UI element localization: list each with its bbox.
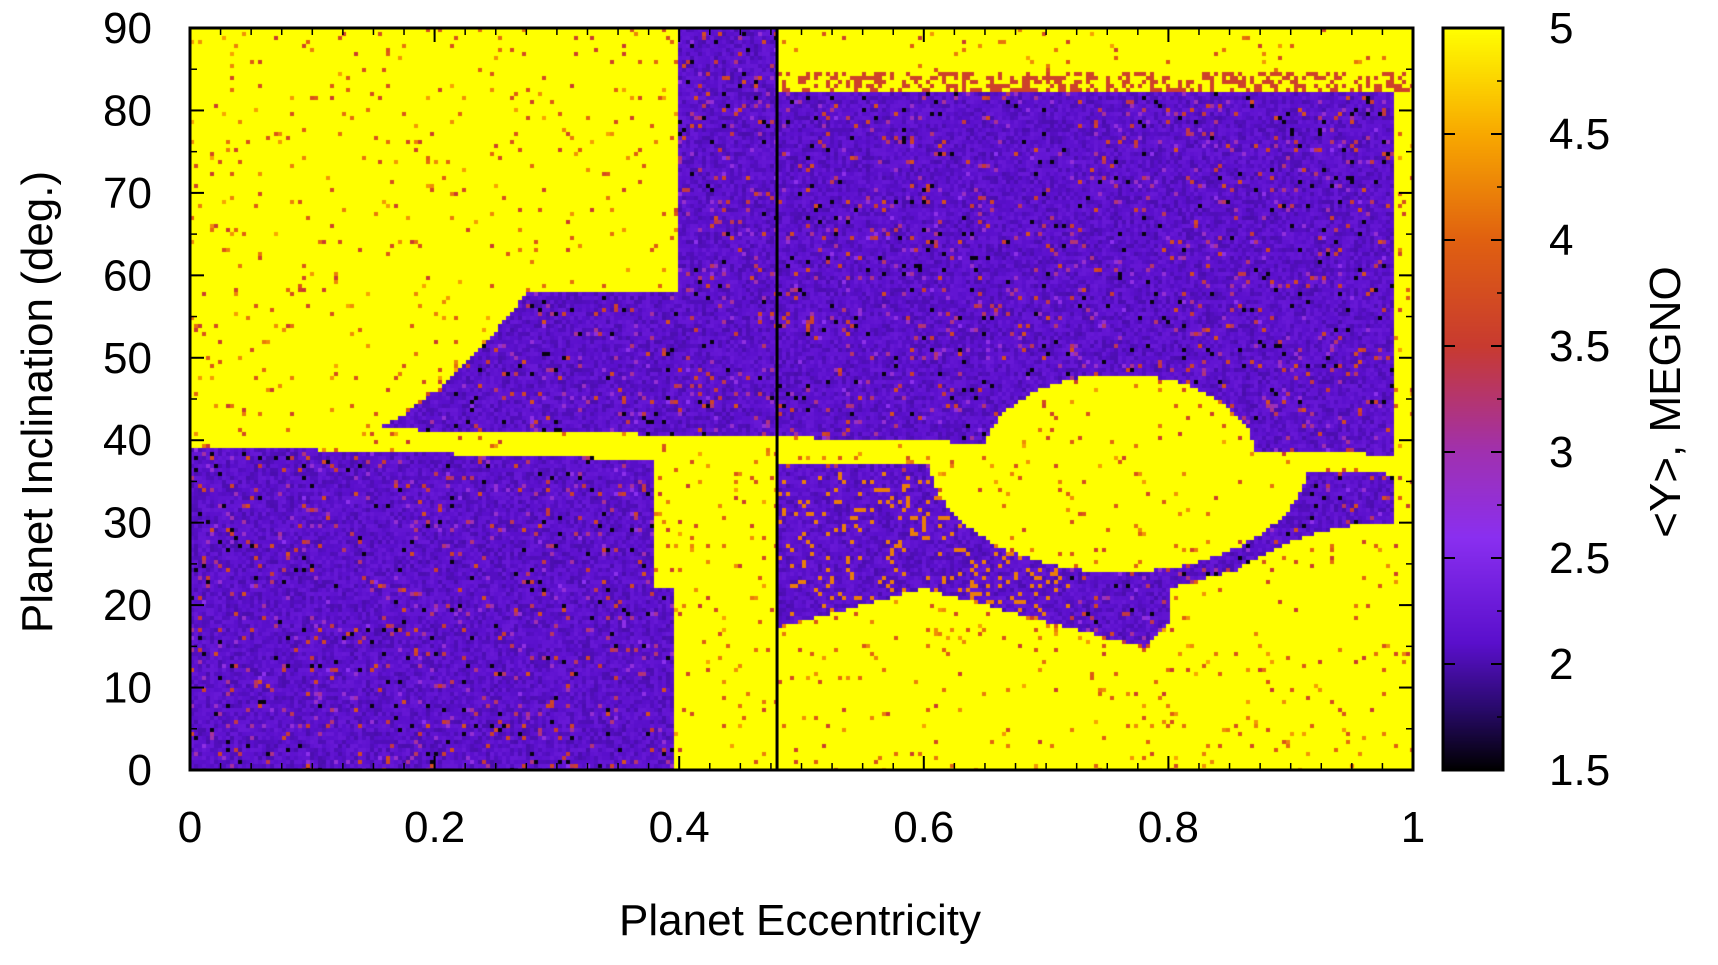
y-tick-label: 40 bbox=[103, 416, 152, 465]
colorbar-tick-label: 3.5 bbox=[1549, 322, 1610, 371]
colorbar-tick-label: 1.5 bbox=[1549, 746, 1610, 795]
colorbar-tick-label: 4.5 bbox=[1549, 110, 1610, 159]
x-tick-label: 0.2 bbox=[404, 803, 465, 852]
y-axis-label: Planet Inclination (deg.) bbox=[13, 171, 62, 633]
y-tick-label: 20 bbox=[103, 581, 152, 630]
heatmap-plot-area bbox=[190, 28, 1413, 770]
colorbar-label: <Y>, MEGNO bbox=[1641, 266, 1690, 537]
x-tick-label: 0.4 bbox=[649, 803, 710, 852]
plot-frame bbox=[188, 26, 1415, 772]
y-tick-label: 90 bbox=[103, 4, 152, 53]
x-tick-label: 0.8 bbox=[1138, 803, 1199, 852]
colorbar-tick-label: 2 bbox=[1549, 640, 1573, 689]
x-tick-label: 0.6 bbox=[893, 803, 954, 852]
y-tick-label: 0 bbox=[128, 746, 152, 795]
y-tick-label: 30 bbox=[103, 499, 152, 548]
y-tick-label: 60 bbox=[103, 251, 152, 300]
y-tick-label: 80 bbox=[103, 86, 152, 135]
x-axis: 0 0.2 0.4 0.6 0.8 1 bbox=[178, 28, 1425, 852]
y-tick-label: 10 bbox=[103, 664, 152, 713]
colorbar-frame bbox=[1441, 26, 1505, 772]
colorbar-tick-label: 4 bbox=[1549, 216, 1573, 265]
x-tick-label: 1 bbox=[1401, 803, 1425, 852]
x-axis-label: Planet Eccentricity bbox=[619, 896, 981, 945]
y-axis: 0 10 20 30 40 50 60 70 80 90 bbox=[103, 4, 1413, 795]
colorbar-axis: 1.5 2 2.5 3 3.5 4 4.5 5 bbox=[1443, 4, 1610, 795]
colorbar-tick-label: 3 bbox=[1549, 428, 1573, 477]
colorbar-tick-label: 2.5 bbox=[1549, 534, 1610, 583]
x-tick-label: 0 bbox=[178, 803, 202, 852]
colorbar-tick-label: 5 bbox=[1549, 4, 1573, 53]
y-tick-label: 50 bbox=[103, 334, 152, 383]
y-tick-label: 70 bbox=[103, 169, 152, 218]
colorbar bbox=[1443, 28, 1503, 770]
